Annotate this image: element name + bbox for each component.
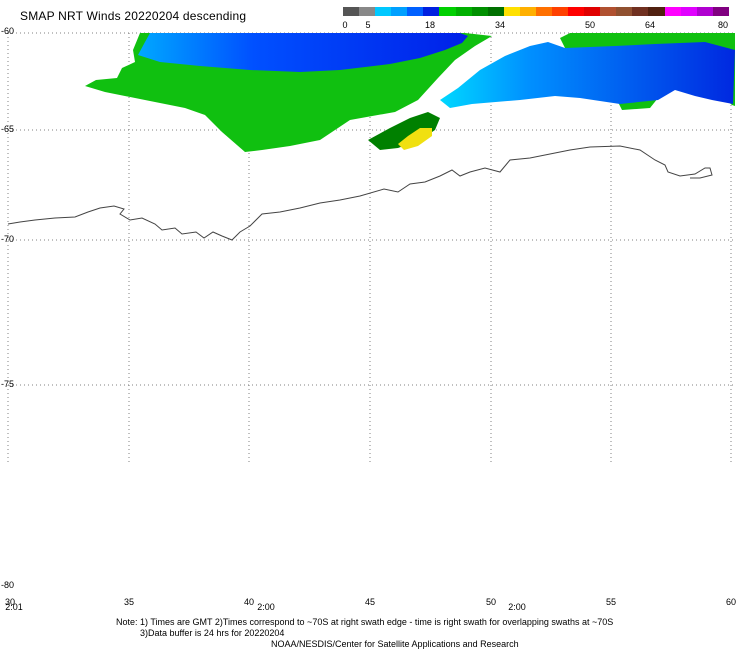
wind-swath-blue [138, 33, 468, 72]
colorbar-swatch [455, 7, 472, 16]
colorbar-swatch [503, 7, 520, 16]
colorbar-swatch [359, 7, 376, 16]
lon-label: 40 [243, 597, 255, 607]
lat-label: -60 [1, 26, 15, 36]
colorbar-swatch [600, 7, 617, 16]
colorbar-swatch [616, 7, 633, 16]
coastline [7, 145, 713, 241]
lon-label: 60 [725, 597, 737, 607]
colorbar-tick: 5 [365, 20, 371, 30]
lat-label: -70 [1, 234, 15, 244]
swath-time-label: 2:01 [5, 602, 23, 612]
colorbar-swatch [519, 7, 536, 16]
swath-time-label: 2:00 [508, 602, 526, 612]
lon-label: 55 [605, 597, 617, 607]
wind-swath-yellow [398, 128, 432, 150]
colorbar-swatch [471, 7, 488, 16]
colorbar-tick: 64 [644, 20, 656, 30]
colorbar-swatch [712, 7, 729, 16]
footer-credit: NOAA/NESDIS/Center for Satellite Applica… [271, 639, 519, 649]
colorbar-swatch [568, 7, 585, 16]
colorbar-swatch [584, 7, 601, 16]
colorbar-swatch [423, 7, 440, 16]
colorbar-swatch [391, 7, 408, 16]
colorbar-tick: 18 [424, 20, 436, 30]
footer-note-buffer: 3)Data buffer is 24 hrs for 20220204 [140, 628, 285, 638]
lon-label: 35 [123, 597, 135, 607]
map-title: SMAP NRT Winds 20220204 descending [20, 9, 247, 23]
colorbar-tick: 0 [342, 20, 348, 30]
wind-speed-colorbar [343, 7, 729, 16]
colorbar-tick: 34 [494, 20, 506, 30]
swath-time-label: 2:00 [257, 602, 275, 612]
colorbar-swatch [343, 7, 360, 16]
colorbar-swatch [407, 7, 424, 16]
footer-note: Note: 1) Times are GMT 2)Times correspon… [116, 617, 614, 627]
colorbar-swatch [375, 7, 392, 16]
colorbar-swatch [648, 7, 665, 16]
colorbar-swatch [664, 7, 681, 16]
lon-label: 30 [4, 597, 16, 607]
lat-label: -75 [1, 379, 15, 389]
lon-label: 45 [364, 597, 376, 607]
colorbar-swatch [696, 7, 713, 16]
lon-label: 50 [485, 597, 497, 607]
colorbar-swatch [535, 7, 553, 16]
colorbar-swatch [552, 7, 569, 16]
lat-label: -80 [1, 580, 15, 590]
colorbar-swatch [632, 7, 649, 16]
colorbar-swatch [439, 7, 456, 16]
colorbar-swatch [487, 7, 504, 16]
wind-swath-darkgreen [368, 112, 440, 150]
colorbar-tick: 80 [717, 20, 729, 30]
colorbar-tick: 50 [584, 20, 596, 30]
lat-label: -65 [1, 124, 15, 134]
colorbar-swatch [680, 7, 697, 16]
wind-swath-right-blue [440, 42, 735, 108]
